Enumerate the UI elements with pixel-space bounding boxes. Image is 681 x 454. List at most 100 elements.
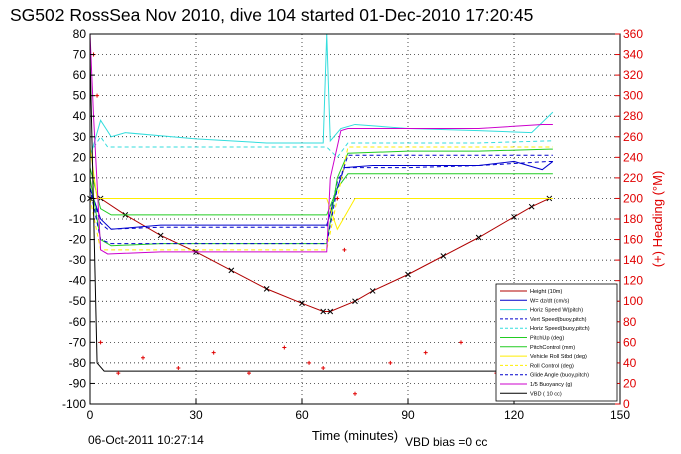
x-axis-label: Time (minutes) <box>312 428 398 443</box>
y-tick-label: -50 <box>69 294 87 308</box>
height-marker <box>352 298 358 305</box>
height-marker <box>263 286 270 292</box>
grid <box>90 34 620 404</box>
legend-label: Horiz Speed W(pitch) <box>530 308 583 314</box>
legend-label: 1/5 Buoyancy (g) <box>530 382 572 388</box>
right-tick-label: 0 <box>623 397 630 411</box>
series-line <box>89 167 553 216</box>
right-tick-label: 360 <box>623 27 643 41</box>
y-tick-label: -80 <box>69 356 87 370</box>
x-tick-label: 120 <box>504 408 524 422</box>
right-tick-label: 320 <box>623 68 643 82</box>
y-tick-label: 20 <box>73 150 87 164</box>
heading-point <box>342 247 347 252</box>
x-tick-label: 0 <box>87 408 94 422</box>
legend-label: W= dz/dt (cm/s) <box>530 298 569 304</box>
series-line <box>89 160 553 230</box>
height-marker <box>405 271 411 278</box>
heading-point <box>307 360 312 365</box>
heading-point <box>95 93 100 98</box>
y-tick-label: 40 <box>73 109 87 123</box>
height-marker <box>440 253 447 259</box>
right-tick-label: 80 <box>623 315 637 329</box>
right-tick-label: 260 <box>623 130 643 144</box>
y-tick-label: -20 <box>69 233 87 247</box>
legend-label: VBD ( 10 cc) <box>530 391 562 397</box>
height-marker <box>511 214 517 220</box>
legend-label: Vert Speed(buoy,pitch) <box>530 317 587 323</box>
series-line <box>89 160 554 230</box>
height-marker <box>528 203 535 210</box>
series-line <box>89 146 553 231</box>
series-line <box>90 197 550 312</box>
heading-point <box>335 196 340 201</box>
heading-point <box>321 366 326 371</box>
height-marker <box>299 300 305 307</box>
y-tick-label: 0 <box>79 191 86 205</box>
x-tick-label: 60 <box>295 408 309 422</box>
y-tick-label: 60 <box>73 68 87 82</box>
vbd-bias-note: VBD bias =0 cc <box>405 435 487 449</box>
right-tick-label: 100 <box>623 294 643 308</box>
right-tick-label: 280 <box>623 109 643 123</box>
series-line <box>89 135 553 159</box>
y-tick-label: -70 <box>69 335 87 349</box>
legend-label: Horiz Speed(buoy,pitch) <box>530 326 590 332</box>
heading-point <box>459 340 463 345</box>
y-tick-label: -30 <box>69 253 87 267</box>
heading-point <box>247 371 251 376</box>
y-tick-label: -60 <box>69 315 87 329</box>
series-line <box>89 154 553 245</box>
x-tick-label: 90 <box>401 408 415 422</box>
y-tick-label: -10 <box>69 212 87 226</box>
height-marker <box>369 288 376 294</box>
series-line <box>89 33 553 255</box>
heading-point <box>176 366 181 371</box>
heading-point <box>98 340 103 345</box>
y-tick-label: 50 <box>73 89 87 103</box>
right-tick-label: 200 <box>623 191 643 205</box>
legend-label: PitchUp (deg) <box>530 336 564 342</box>
heading-point <box>141 355 145 360</box>
legend-box <box>495 283 618 402</box>
axes: 0 30 60 90 120 150-100-90-80-70-60-50-40-30-2… <box>62 27 643 422</box>
y-tick-label: -100 <box>62 397 86 411</box>
legend-label: Height (10m) <box>530 289 562 295</box>
right-tick-label: 40 <box>623 356 637 370</box>
right-tick-label: 20 <box>623 376 637 390</box>
series-line <box>89 54 553 372</box>
legend-label: Roll Control (deg) <box>530 363 574 369</box>
height-marker <box>475 234 482 241</box>
right-tick-label: 340 <box>623 48 643 62</box>
heading-point <box>282 345 287 350</box>
right-tick-label: 220 <box>623 171 643 185</box>
legend: Height (10m) W= dz/dt (cm/s) Horiz Speed W… <box>495 283 618 402</box>
y-tick-label: 70 <box>73 48 87 62</box>
heading-point <box>388 360 393 365</box>
chart-title: SG502 RossSea Nov 2010, dive 104 started… <box>10 5 533 25</box>
y-tick-label: 30 <box>73 130 87 144</box>
heading-point <box>353 391 357 396</box>
right-tick-label: 180 <box>623 212 643 226</box>
right-axis-label: (+) Heading (°M) <box>650 171 665 268</box>
y-tick-label: 80 <box>73 27 87 41</box>
footer-date: 06-Oct-2011 10:27:14 <box>88 433 204 447</box>
series-line <box>89 33 554 158</box>
right-tick-label: 60 <box>623 335 637 349</box>
x-tick-label: 150 <box>610 408 630 422</box>
right-tick-label: 120 <box>623 274 643 288</box>
series-group <box>87 33 554 396</box>
height-marker <box>327 308 334 315</box>
y-tick-label: 10 <box>73 171 87 185</box>
height-marker <box>157 232 164 239</box>
series-line <box>89 148 553 247</box>
y-tick-label: -40 <box>69 274 87 288</box>
heading-point <box>423 350 428 355</box>
right-tick-label: 140 <box>623 253 643 267</box>
series-line <box>89 146 553 251</box>
legend-label: PitchControl (mm) <box>530 345 575 351</box>
height-marker <box>228 267 235 274</box>
height-marker <box>320 308 327 315</box>
legend-label: Glide Angle (buoy,pitch) <box>530 373 589 379</box>
